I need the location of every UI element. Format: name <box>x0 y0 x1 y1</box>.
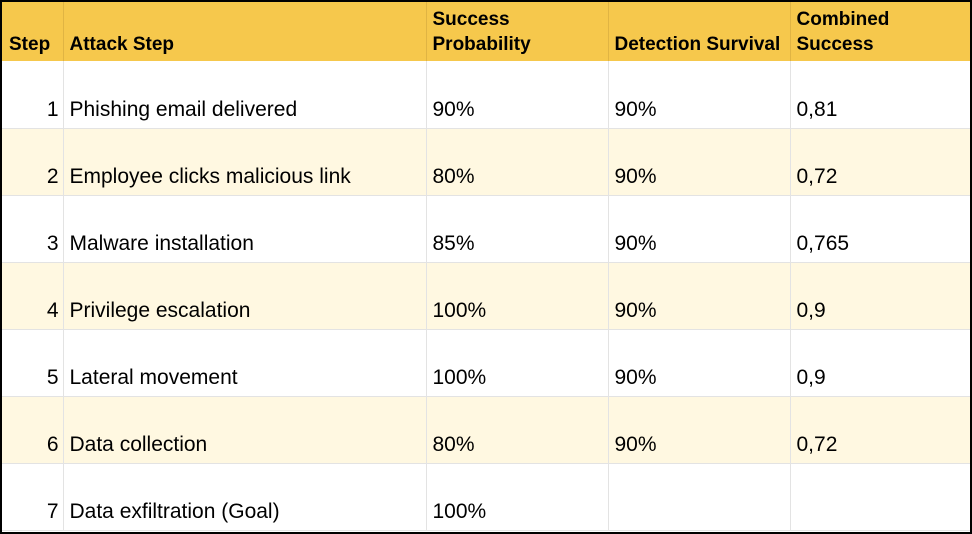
table-row: 7 Data exfiltration (Goal) 100% <box>2 463 970 531</box>
header-step[interactable]: Step <box>2 2 64 61</box>
table-row: 2 Employee clicks malicious link 80% 90%… <box>2 128 970 196</box>
cell-success-probability[interactable]: 100% <box>426 329 609 397</box>
cell-combined-success[interactable]: 0,72 <box>790 128 970 196</box>
cell-success-probability[interactable]: 80% <box>426 128 609 196</box>
table-row: 6 Data collection 80% 90% 0,72 <box>2 396 970 464</box>
cell-attack-step[interactable]: Lateral movement <box>63 329 427 397</box>
cell-combined-success[interactable]: 0,765 <box>790 195 970 263</box>
cell-step[interactable]: 6 <box>2 396 64 464</box>
cell-attack-step[interactable]: Employee clicks malicious link <box>63 128 427 196</box>
table-row: 5 Lateral movement 100% 90% 0,9 <box>2 329 970 397</box>
header-attack-step[interactable]: Attack Step <box>63 2 427 61</box>
cell-detection-survival[interactable]: 90% <box>608 262 791 330</box>
cell-combined-success[interactable]: 0,9 <box>790 262 970 330</box>
cell-success-probability[interactable]: 100% <box>426 262 609 330</box>
cell-combined-success[interactable]: 0,72 <box>790 396 970 464</box>
cell-step[interactable]: 3 <box>2 195 64 263</box>
cell-attack-step[interactable]: Data collection <box>63 396 427 464</box>
header-combined-success[interactable]: Combined Success <box>796 9 890 55</box>
table-row: 1 Phishing email delivered 90% 90% 0,81 <box>2 61 970 129</box>
cell-detection-survival[interactable] <box>608 463 791 531</box>
cell-detection-survival[interactable]: 90% <box>608 61 791 129</box>
header-success-probability[interactable]: Success Probability <box>426 2 609 61</box>
cell-detection-survival[interactable]: 90% <box>608 128 791 196</box>
cell-attack-step[interactable]: Malware installation <box>63 195 427 263</box>
cell-success-probability[interactable]: 100% <box>426 463 609 531</box>
cell-combined-success[interactable] <box>790 463 970 531</box>
cell-attack-step[interactable]: Data exfiltration (Goal) <box>63 463 427 531</box>
cell-success-probability[interactable]: 80% <box>426 396 609 464</box>
cell-success-probability[interactable]: 90% <box>426 61 609 129</box>
cell-step[interactable]: 1 <box>2 61 64 129</box>
table-row: 3 Malware installation 85% 90% 0,765 <box>2 195 970 263</box>
cell-step[interactable]: 7 <box>2 463 64 531</box>
cell-step[interactable]: 5 <box>2 329 64 397</box>
cell-success-probability[interactable]: 85% <box>426 195 609 263</box>
cell-detection-survival[interactable]: 90% <box>608 329 791 397</box>
cell-step[interactable]: 2 <box>2 128 64 196</box>
cell-step[interactable]: 4 <box>2 262 64 330</box>
cell-combined-success[interactable]: 0,81 <box>790 61 970 129</box>
cell-attack-step[interactable]: Privilege escalation <box>63 262 427 330</box>
table-row: 4 Privilege escalation 100% 90% 0,9 <box>2 262 970 330</box>
cell-attack-step[interactable]: Phishing email delivered <box>63 61 427 129</box>
header-detection-survival[interactable]: Detection Survival <box>608 2 791 61</box>
cell-combined-success[interactable]: 0,9 <box>790 329 970 397</box>
cell-detection-survival[interactable]: 90% <box>608 396 791 464</box>
header-row: Step Attack Step Success Probability Det… <box>2 2 970 61</box>
cell-detection-survival[interactable]: 90% <box>608 195 791 263</box>
